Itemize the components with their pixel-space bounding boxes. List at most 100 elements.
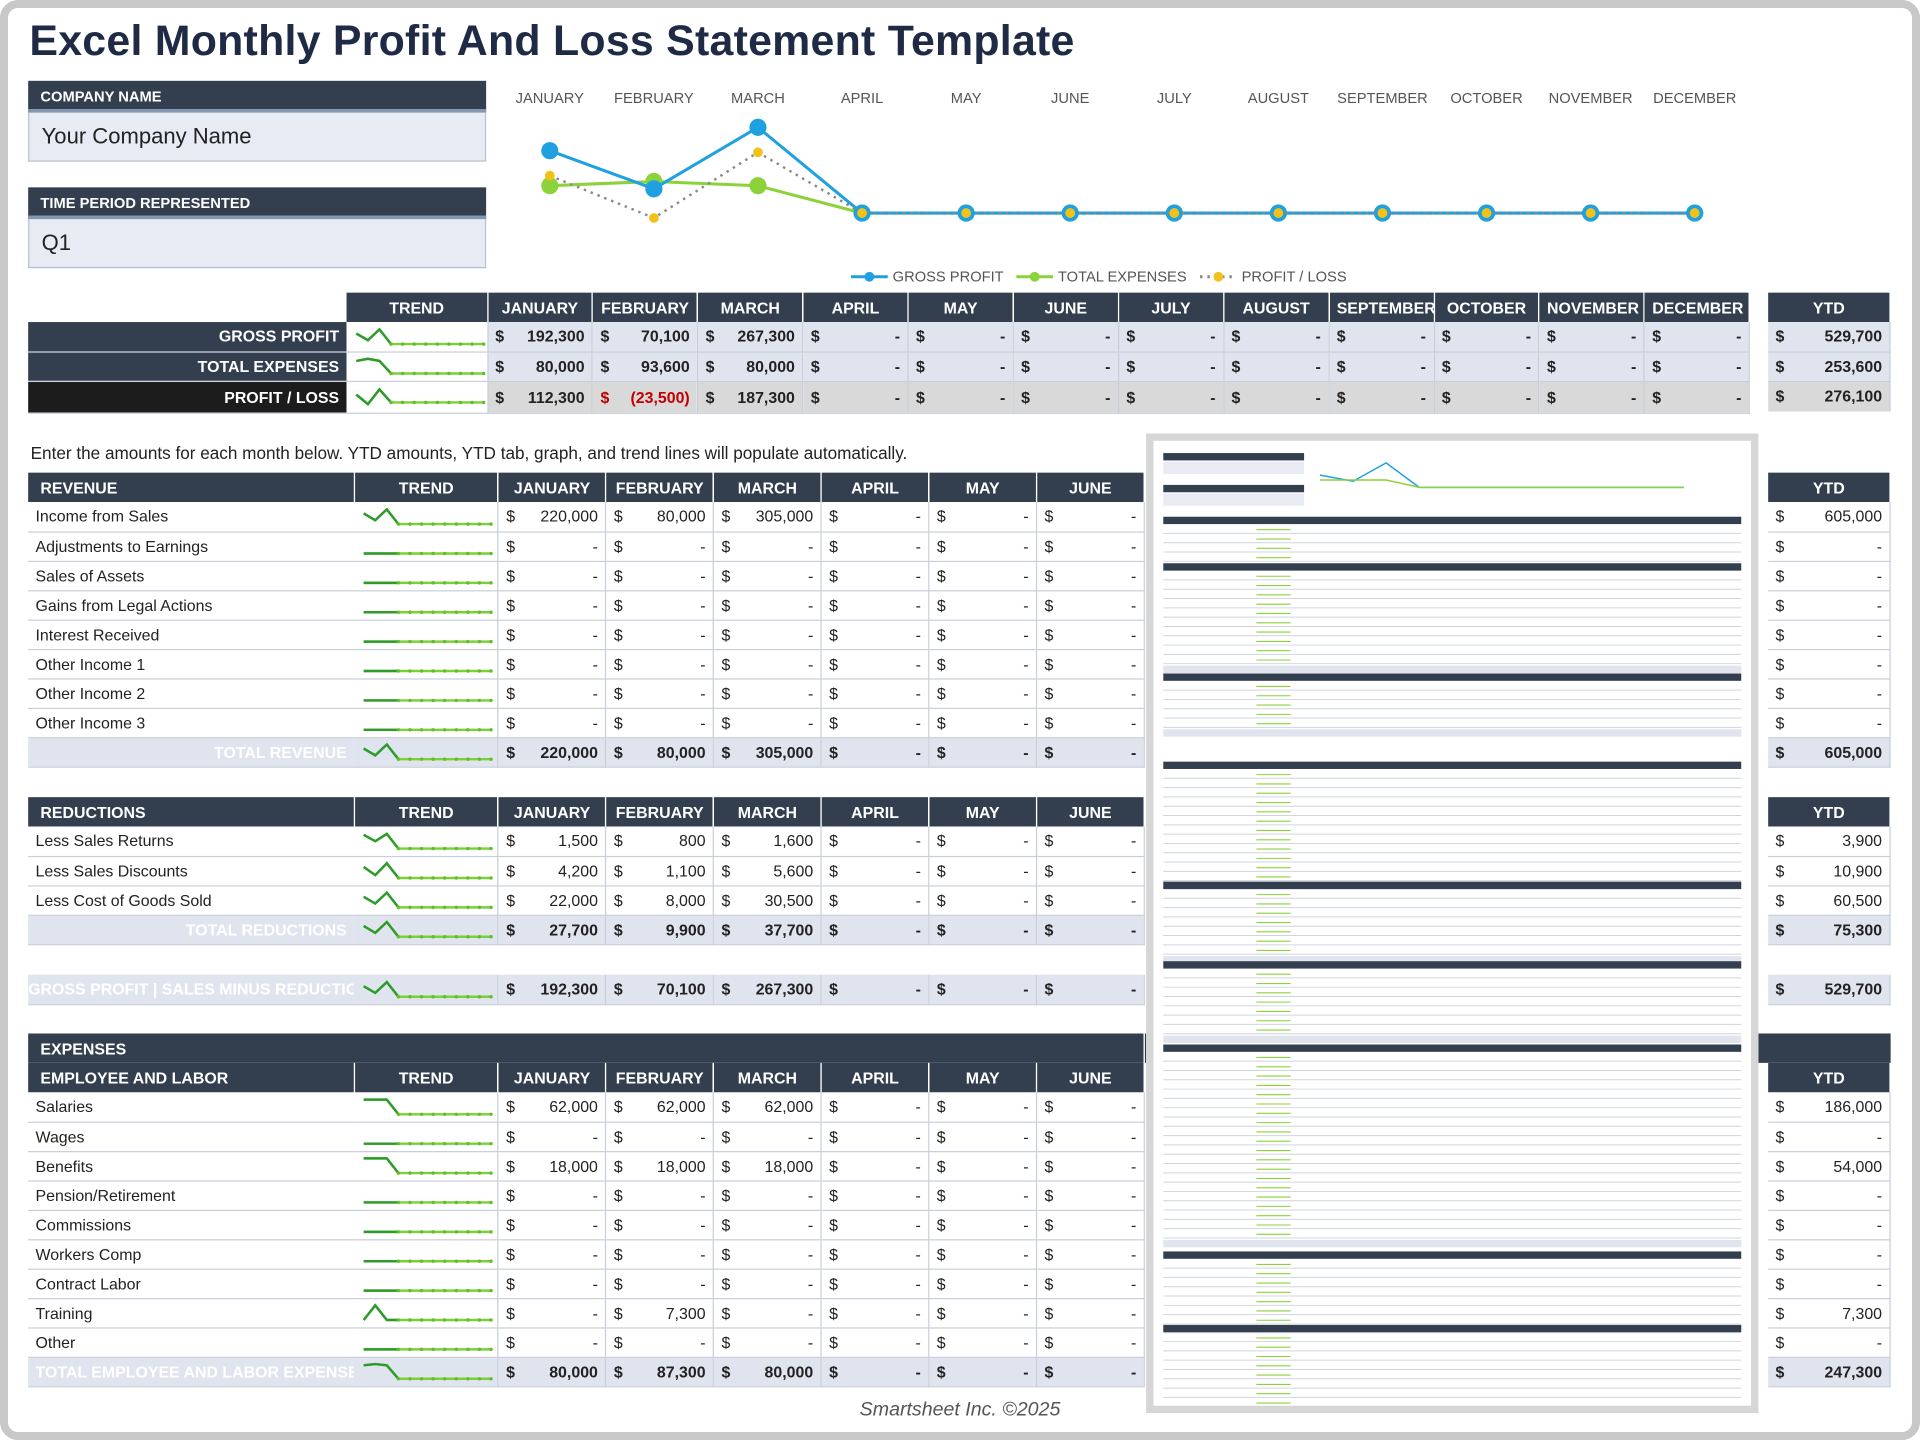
amount-cell[interactable]: $ - bbox=[821, 1151, 930, 1182]
amount-cell[interactable]: $ - bbox=[928, 678, 1038, 709]
amount-cell[interactable]: $ - bbox=[928, 1356, 1038, 1387]
amount-cell[interactable]: $ - bbox=[928, 1180, 1038, 1211]
amount-cell[interactable]: $3,900 bbox=[1768, 826, 1891, 857]
amount-cell[interactable]: $ - bbox=[498, 1239, 607, 1270]
amount-cell[interactable]: $1,600 bbox=[713, 826, 822, 857]
line-item-label[interactable]: Training bbox=[28, 1297, 355, 1328]
amount-cell[interactable]: $ - bbox=[928, 1297, 1038, 1328]
line-item-label[interactable]: Adjustments to Earnings bbox=[28, 531, 355, 562]
amount-cell[interactable]: $ - bbox=[713, 1297, 822, 1328]
amount-cell[interactable]: $605,000 bbox=[1768, 737, 1891, 768]
amount-cell[interactable]: $ - bbox=[1036, 1121, 1145, 1152]
amount-cell[interactable]: $ - bbox=[713, 531, 822, 562]
amount-cell[interactable]: $192,300 bbox=[487, 322, 594, 353]
line-item-label[interactable]: Other Income 2 bbox=[28, 678, 355, 709]
amount-cell[interactable]: $ - bbox=[605, 678, 715, 709]
amount-cell[interactable]: $ - bbox=[821, 1209, 930, 1240]
amount-cell[interactable]: $253,600 bbox=[1768, 351, 1891, 382]
amount-cell[interactable]: $ - bbox=[713, 678, 822, 709]
line-item-label[interactable]: Sales of Assets bbox=[28, 560, 355, 591]
amount-cell[interactable]: $93,600 bbox=[592, 351, 699, 382]
line-item-label[interactable]: Income from Sales bbox=[28, 502, 355, 533]
amount-cell[interactable]: $ - bbox=[928, 855, 1038, 886]
amount-cell[interactable]: $18,000 bbox=[713, 1151, 822, 1182]
amount-cell[interactable]: $ - bbox=[928, 707, 1038, 738]
amount-cell[interactable]: $ - bbox=[908, 351, 1014, 382]
amount-cell[interactable]: $62,000 bbox=[605, 1092, 715, 1123]
amount-cell[interactable]: $30,500 bbox=[713, 885, 822, 916]
amount-cell[interactable]: $ - bbox=[1118, 322, 1225, 353]
amount-cell[interactable]: $ - bbox=[1036, 648, 1145, 679]
line-item-label[interactable]: Pension/Retirement bbox=[28, 1180, 355, 1211]
amount-cell[interactable]: $ - bbox=[498, 531, 607, 562]
amount-cell[interactable]: $18,000 bbox=[605, 1151, 715, 1182]
amount-cell[interactable]: $ - bbox=[713, 1239, 822, 1270]
amount-cell[interactable]: $ - bbox=[908, 380, 1014, 414]
amount-cell[interactable]: $ - bbox=[821, 914, 930, 945]
amount-cell[interactable]: $ - bbox=[498, 1297, 607, 1328]
amount-cell[interactable]: $ - bbox=[928, 1121, 1038, 1152]
amount-cell[interactable]: $ - bbox=[605, 560, 715, 591]
amount-cell[interactable]: $ - bbox=[1768, 1209, 1891, 1240]
amount-cell[interactable]: $ - bbox=[1223, 380, 1330, 414]
amount-cell[interactable]: $ - bbox=[928, 531, 1038, 562]
amount-cell[interactable]: $ - bbox=[928, 1239, 1038, 1270]
amount-cell[interactable]: $54,000 bbox=[1768, 1151, 1891, 1182]
amount-cell[interactable]: $ - bbox=[1036, 914, 1145, 945]
amount-cell[interactable]: $ - bbox=[1036, 1180, 1145, 1211]
amount-cell[interactable]: $ - bbox=[498, 1209, 607, 1240]
amount-cell[interactable]: $192,300 bbox=[498, 974, 607, 1005]
amount-cell[interactable]: $220,000 bbox=[498, 502, 607, 533]
amount-cell[interactable]: $80,000 bbox=[697, 351, 804, 382]
amount-cell[interactable]: $305,000 bbox=[713, 737, 822, 768]
line-item-label[interactable]: Wages bbox=[28, 1121, 355, 1152]
amount-cell[interactable]: $ - bbox=[1768, 590, 1891, 621]
amount-cell[interactable]: $ - bbox=[713, 590, 822, 621]
amount-cell[interactable]: $ - bbox=[1036, 678, 1145, 709]
amount-cell[interactable]: $ - bbox=[1036, 885, 1145, 916]
amount-cell[interactable]: $ - bbox=[1013, 380, 1120, 414]
line-item-label[interactable]: Contract Labor bbox=[28, 1268, 355, 1299]
amount-cell[interactable]: $ - bbox=[1433, 322, 1540, 353]
amount-cell[interactable]: $ - bbox=[928, 590, 1038, 621]
amount-cell[interactable]: $87,300 bbox=[605, 1356, 715, 1387]
amount-cell[interactable]: $ - bbox=[605, 619, 715, 650]
amount-cell[interactable]: $ - bbox=[821, 1239, 930, 1270]
amount-cell[interactable]: $ - bbox=[1768, 678, 1891, 709]
amount-cell[interactable]: $ - bbox=[928, 885, 1038, 916]
amount-cell[interactable]: $ - bbox=[1644, 380, 1751, 414]
amount-cell[interactable]: $ - bbox=[498, 1327, 607, 1358]
amount-cell[interactable]: $4,200 bbox=[498, 855, 607, 886]
amount-cell[interactable]: $ - bbox=[821, 885, 930, 916]
amount-cell[interactable]: $ - bbox=[821, 678, 930, 709]
amount-cell[interactable]: $ - bbox=[821, 1297, 930, 1328]
amount-cell[interactable]: $ - bbox=[713, 1180, 822, 1211]
amount-cell[interactable]: $ - bbox=[821, 826, 930, 857]
amount-cell[interactable]: $ - bbox=[713, 1209, 822, 1240]
line-item-label[interactable]: Other Income 1 bbox=[28, 648, 355, 679]
amount-cell[interactable]: $ - bbox=[1768, 619, 1891, 650]
amount-cell[interactable]: $60,500 bbox=[1768, 885, 1891, 916]
amount-cell[interactable]: $70,100 bbox=[605, 974, 715, 1005]
amount-cell[interactable]: $ - bbox=[1328, 322, 1435, 353]
amount-cell[interactable]: $ - bbox=[1768, 1268, 1891, 1299]
amount-cell[interactable]: $10,900 bbox=[1768, 855, 1891, 886]
amount-cell[interactable]: $ - bbox=[928, 1268, 1038, 1299]
line-item-label[interactable]: Other bbox=[28, 1327, 355, 1358]
amount-cell[interactable]: $ - bbox=[1036, 1092, 1145, 1123]
amount-cell[interactable]: $ - bbox=[498, 1121, 607, 1152]
amount-cell[interactable]: $ - bbox=[821, 619, 930, 650]
line-item-label[interactable]: Benefits bbox=[28, 1151, 355, 1182]
amount-cell[interactable]: $ - bbox=[928, 502, 1038, 533]
amount-cell[interactable]: $ - bbox=[821, 1268, 930, 1299]
amount-cell[interactable]: $ - bbox=[1223, 322, 1330, 353]
amount-cell[interactable]: $ - bbox=[928, 619, 1038, 650]
amount-cell[interactable]: $220,000 bbox=[498, 737, 607, 768]
amount-cell[interactable]: $75,300 bbox=[1768, 914, 1891, 945]
amount-cell[interactable]: $ - bbox=[1036, 1356, 1145, 1387]
amount-cell[interactable]: $1,500 bbox=[498, 826, 607, 857]
amount-cell[interactable]: $ - bbox=[1433, 380, 1540, 414]
amount-cell[interactable]: $ - bbox=[498, 648, 607, 679]
amount-cell[interactable]: $276,100 bbox=[1768, 380, 1891, 411]
amount-cell[interactable]: $ - bbox=[498, 590, 607, 621]
